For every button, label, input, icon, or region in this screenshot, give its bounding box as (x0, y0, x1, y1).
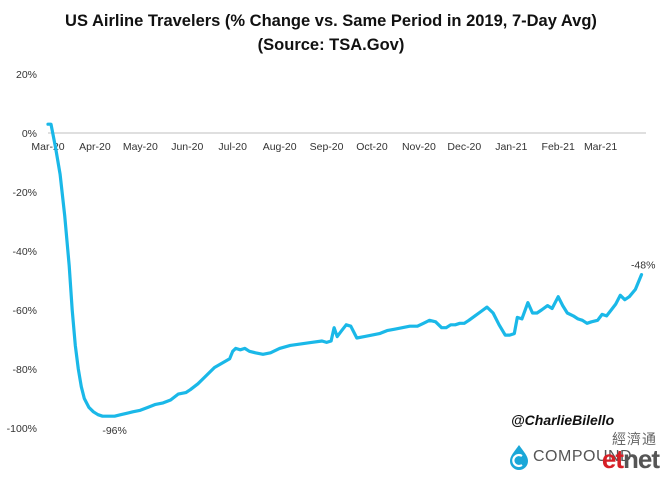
x-tick-label: Dec-20 (447, 141, 481, 153)
x-tick-label: Jun-20 (171, 141, 203, 153)
x-tick-label: Apr-20 (79, 141, 111, 153)
chart-title: US Airline Travelers (% Change vs. Same … (65, 12, 597, 30)
etnet-wordmark: etnet (601, 444, 660, 474)
etnet-logo: 經濟通 etnet (597, 429, 660, 475)
x-tick-label: Feb-21 (542, 141, 575, 153)
data-label: -48% (631, 260, 656, 272)
x-tick-label: Jan-21 (495, 141, 527, 153)
y-tick-label: -40% (12, 246, 37, 258)
x-tick-label: Mar-21 (584, 141, 617, 153)
x-tick-label: May-20 (123, 141, 158, 153)
x-tick-label: Aug-20 (263, 141, 297, 153)
chart-subtitle: (Source: TSA.Gov) (257, 36, 405, 54)
compound-droplet-icon (510, 445, 528, 470)
x-tick-label: Nov-20 (402, 141, 436, 153)
y-tick-label: -80% (12, 364, 37, 376)
y-tick-label: -20% (12, 187, 37, 199)
author-handle: @CharlieBilello (511, 412, 615, 428)
y-tick-label: -60% (12, 305, 37, 317)
x-tick-label: Sep-20 (310, 141, 344, 153)
y-tick-label: -100% (7, 423, 37, 435)
x-tick-label: Mar-20 (31, 141, 64, 153)
data-label: -96% (102, 425, 127, 437)
compound-logo: COMPOUND (508, 443, 632, 471)
etnet-chinese-text: 經濟通 (612, 431, 657, 447)
compound-wordmark: COMPOUND (533, 448, 633, 465)
y-tick-label: 0% (22, 128, 37, 140)
series-line (46, 122, 644, 418)
x-tick-label: Jul-20 (218, 141, 247, 153)
x-tick-label: Oct-20 (356, 141, 388, 153)
y-tick-label: 20% (16, 69, 37, 81)
